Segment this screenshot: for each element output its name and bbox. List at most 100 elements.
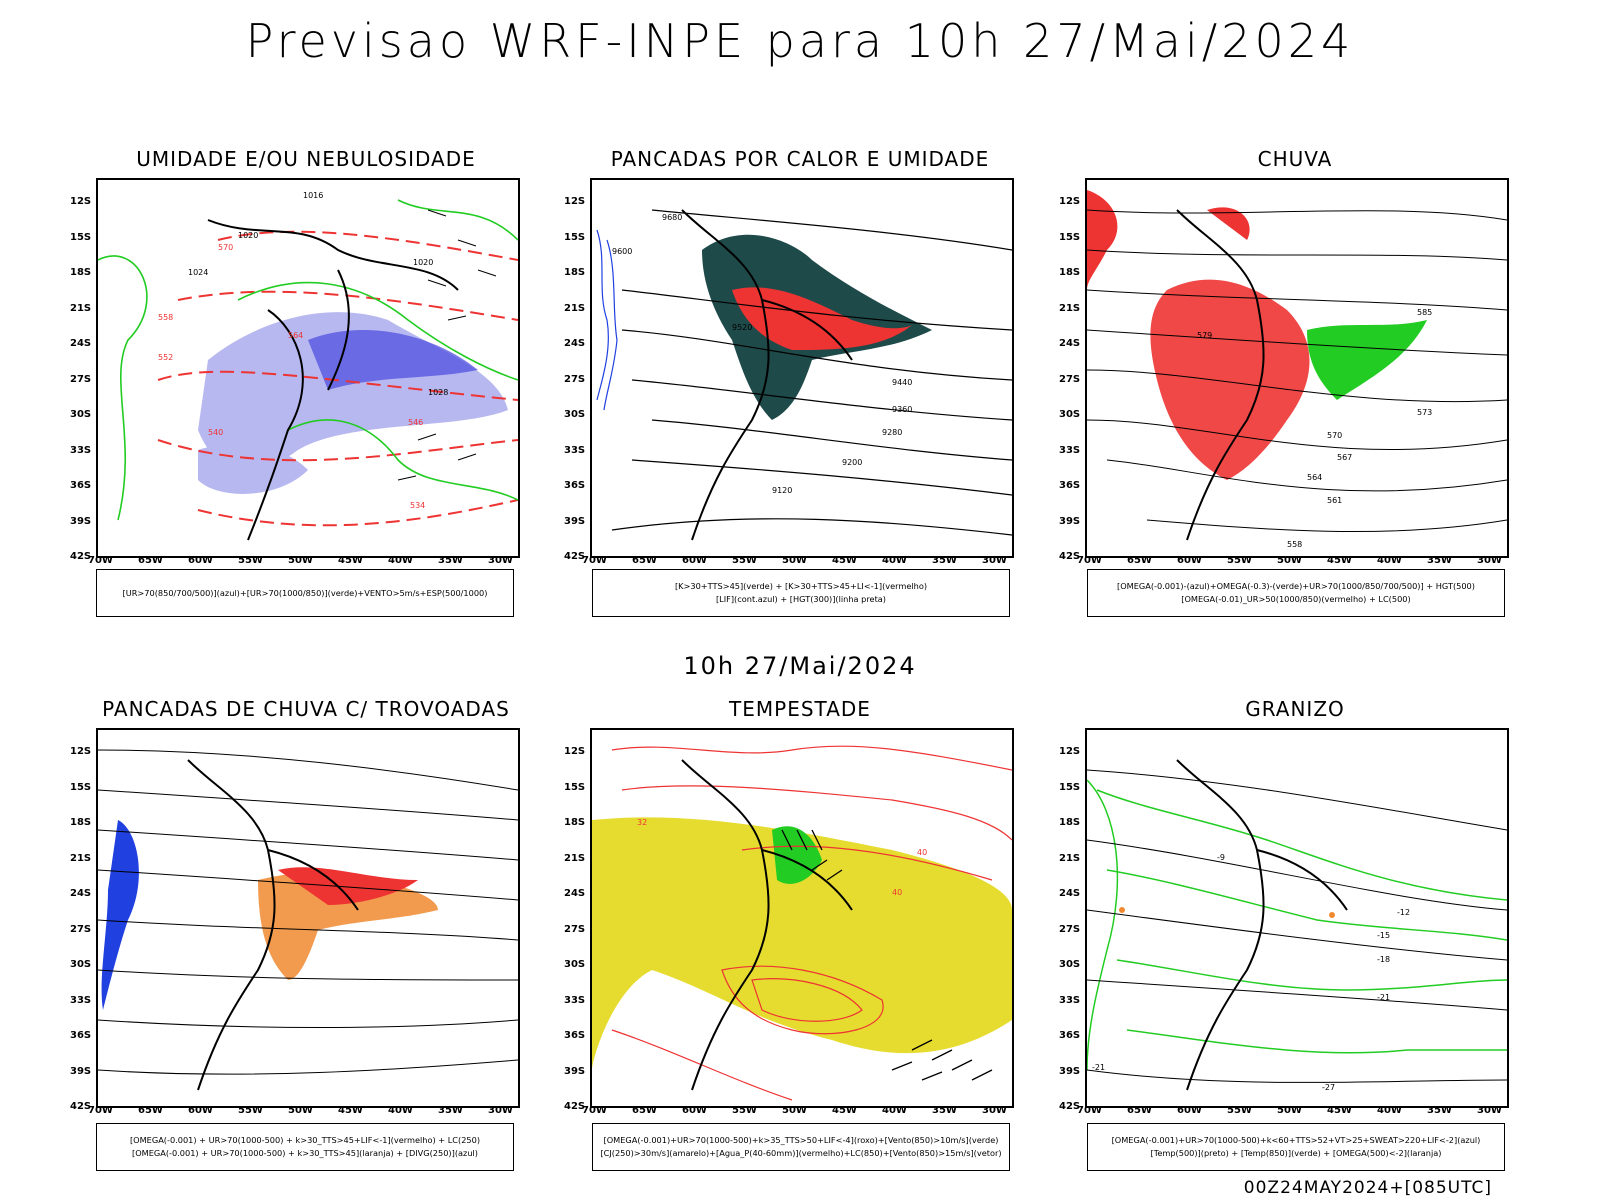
- contour-label: 9120: [772, 486, 792, 495]
- lat-tick-label: 33S: [70, 994, 92, 1006]
- contour-label: -21: [1092, 1063, 1105, 1072]
- lat-tick-label: 18S: [70, 267, 92, 278]
- lon-tick-label: 40W: [388, 1105, 413, 1116]
- contour-label: -27: [1322, 1083, 1335, 1092]
- contour-label: 9360: [892, 405, 912, 414]
- contour-label: 9440: [892, 378, 912, 387]
- lat-tick-label: 33S: [564, 994, 586, 1006]
- contour-label: 1024: [188, 268, 208, 277]
- legend-line: [OMEGA(-0.001) + UR>70(1000-500) + k>30_…: [129, 1135, 481, 1145]
- legend-chuva: [OMEGA(-0.001)-(azul)+OMEGA(-0.3)-(verde…: [1087, 569, 1505, 617]
- contour-label: 534: [410, 501, 425, 510]
- lat-tick-label: 12S: [1059, 196, 1081, 207]
- contour-label: 573: [1417, 408, 1432, 417]
- lon-tick-label: 70W: [1077, 555, 1102, 566]
- lat-tick-label: 42S: [564, 551, 586, 562]
- contour-label: 40: [892, 888, 902, 897]
- lat-tick-label: 39S: [70, 1065, 92, 1077]
- lat-tick-label: 15S: [564, 231, 586, 243]
- lat-tick-label: 12S: [70, 746, 92, 757]
- lon-tick-label: 65W: [138, 555, 163, 566]
- lat-tick-label: 18S: [1059, 267, 1081, 278]
- lon-tick-label: 30W: [982, 1105, 1007, 1116]
- lat-tick-label: 30S: [70, 409, 92, 420]
- contour-label: 1020: [413, 258, 433, 267]
- lat-tick-label: 24S: [564, 888, 586, 899]
- lon-tick-label: 40W: [882, 1105, 907, 1116]
- lat-tick-label: 18S: [70, 817, 92, 828]
- lon-tick-label: 65W: [632, 1105, 657, 1116]
- lat-tick-label: 21S: [70, 302, 92, 314]
- contour-label: 567: [1337, 453, 1352, 462]
- lon-tick-label: 60W: [1177, 1105, 1202, 1116]
- lon-tick-label: 50W: [1277, 555, 1302, 566]
- lon-tick-label: 70W: [1077, 1105, 1102, 1116]
- lon-tick-label: 35W: [438, 1105, 463, 1116]
- lat-tick-label: 15S: [70, 781, 92, 793]
- lon-tick-label: 65W: [138, 1105, 163, 1116]
- lat-tick-label: 21S: [564, 302, 586, 314]
- lat-tick-label: 15S: [1059, 231, 1081, 243]
- contour-label: 9280: [882, 428, 902, 437]
- lon-tick-label: 30W: [1477, 555, 1502, 566]
- lat-tick-label: 24S: [1059, 888, 1081, 899]
- lat-tick-label: 36S: [564, 1030, 586, 1041]
- lon-tick-label: 70W: [582, 555, 607, 566]
- contour-label: 1020: [238, 231, 258, 240]
- lat-tick-label: 33S: [1059, 444, 1081, 456]
- contour-label: 585: [1417, 308, 1432, 317]
- contour-label: -12: [1397, 908, 1410, 917]
- lon-tick-label: 35W: [1427, 1105, 1452, 1116]
- lon-tick-label: 55W: [1227, 1105, 1252, 1116]
- lat-tick-label: 24S: [564, 338, 586, 349]
- contour-label: 570: [1327, 431, 1342, 440]
- legend-line: [OMEGA(-0.001) + UR>70(1000-500) + k>30_…: [132, 1148, 478, 1158]
- lat-tick-label: 21S: [1059, 852, 1081, 864]
- lat-tick-label: 36S: [1059, 1030, 1081, 1041]
- lat-tick-label: 18S: [564, 817, 586, 828]
- contour-label: -21: [1377, 993, 1390, 1002]
- lon-tick-label: 40W: [388, 555, 413, 566]
- lat-tick-label: 36S: [70, 1030, 92, 1041]
- map-tempestade: 40 40 32: [590, 728, 1014, 1108]
- contour-label: 9600: [612, 247, 632, 256]
- legend-line: [LIF](cont.azul) + [HGT(300)](linha pret…: [715, 594, 887, 604]
- lat-tick-label: 36S: [70, 480, 92, 491]
- lat-tick-label: 42S: [70, 1101, 92, 1112]
- lat-tick-label: 33S: [1059, 994, 1081, 1006]
- lon-tick-label: 50W: [288, 555, 313, 566]
- lat-tick-label: 12S: [1059, 746, 1081, 757]
- contour-label: 32: [637, 818, 647, 827]
- contour-label: 1028: [428, 388, 448, 397]
- lon-tick-label: 45W: [832, 555, 857, 566]
- lat-tick-label: 18S: [564, 267, 586, 278]
- contour-label: 570: [218, 243, 233, 252]
- lon-tick-label: 45W: [338, 555, 363, 566]
- lat-tick-label: 39S: [1059, 515, 1081, 527]
- lat-tick-label: 39S: [564, 1065, 586, 1077]
- lon-tick-label: 60W: [682, 1105, 707, 1116]
- lon-tick-label: 40W: [1377, 555, 1402, 566]
- page-title: Previsao WRF-INPE para 10h 27/Mai/2024: [245, 14, 1355, 68]
- contour-label: -9: [1217, 853, 1225, 862]
- map-umidade: 1016 1020 1024 1028 570 564 558 552 546 …: [96, 178, 520, 558]
- legend-line: [K>30+TTS>45](verde) + [K>30+TTS>45+LI<-…: [674, 581, 928, 591]
- legend-line: [OMEGA(-0.001)-(azul)+OMEGA(-0.3)-(verde…: [1117, 581, 1475, 591]
- lat-tick-label: 21S: [70, 852, 92, 864]
- lat-tick-label: 24S: [70, 888, 92, 899]
- lat-tick-label: 42S: [564, 1101, 586, 1112]
- legend-line: [UR>70(850/700/500)](azul)+[UR>70(1000/8…: [122, 587, 488, 598]
- lon-tick-label: 30W: [488, 555, 513, 566]
- lon-tick-label: 60W: [1177, 555, 1202, 566]
- lat-tick-label: 27S: [564, 923, 586, 935]
- lon-tick-label: 30W: [982, 555, 1007, 566]
- panel-title-trovoadas: PANCADAS DE CHUVA C/ TROVOADAS: [102, 697, 510, 721]
- contour-label: 561: [1327, 496, 1342, 505]
- panel-title-chuva: CHUVA: [1257, 147, 1333, 171]
- lon-tick-label: 60W: [188, 1105, 213, 1116]
- lon-tick-label: 30W: [488, 1105, 513, 1116]
- lon-tick-label: 55W: [1227, 555, 1252, 566]
- contour-label: 540: [208, 428, 223, 437]
- lon-tick-label: 65W: [1127, 555, 1152, 566]
- lat-tick-label: 27S: [1059, 373, 1081, 385]
